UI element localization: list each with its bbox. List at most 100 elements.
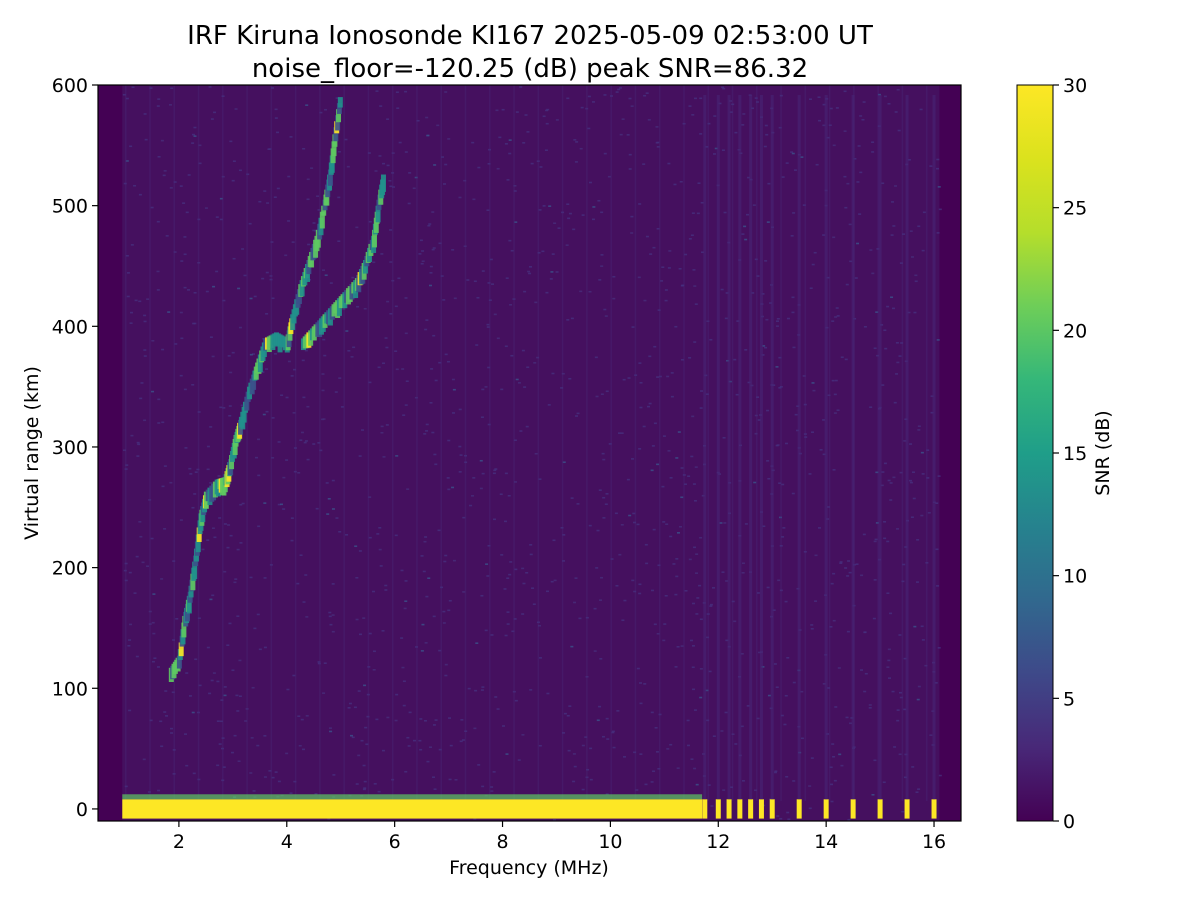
noise-pixel (265, 368, 269, 370)
noise-pixel (612, 275, 616, 278)
noise-pixel (458, 408, 462, 411)
noise-pixel (754, 432, 758, 435)
noise-pixel (769, 302, 773, 304)
noise-pixel (751, 107, 755, 110)
noise-pixel (631, 579, 635, 582)
noise-pixel (791, 152, 795, 155)
noise-pixel (695, 553, 699, 556)
channel-streak (124, 85, 127, 801)
noise-pixel (576, 412, 580, 415)
noise-pixel (686, 719, 690, 722)
noise-pixel (217, 475, 221, 477)
noise-pixel (652, 770, 656, 773)
noise-pixel (391, 778, 395, 781)
noise-pixel (832, 755, 836, 758)
noise-pixel (662, 435, 666, 437)
noise-pixel (596, 719, 600, 722)
x-tick-label: 10 (598, 831, 622, 853)
noise-pixel (423, 719, 427, 722)
trace-pixel (196, 527, 202, 542)
noise-pixel (782, 527, 786, 529)
noise-pixel (444, 554, 448, 557)
colorbar-tick-label: 20 (1063, 320, 1087, 342)
noise-pixel (754, 97, 758, 99)
noise-pixel (550, 580, 554, 583)
noise-pixel (151, 390, 155, 393)
noise-pixel (700, 201, 704, 204)
noise-pixel (169, 481, 173, 484)
noise-pixel (194, 471, 198, 473)
noise-pixel (880, 484, 884, 487)
noise-pixel (363, 780, 367, 783)
noise-pixel (368, 496, 372, 498)
noise-pixel (676, 767, 680, 769)
noise-pixel (829, 766, 833, 769)
noise-pixel (688, 558, 692, 561)
noise-pixel (844, 358, 848, 361)
noise-pixel (508, 139, 512, 141)
noise-pixel (160, 139, 164, 142)
noise-pixel (818, 119, 822, 122)
noise-pixel (628, 514, 632, 517)
noise-pixel (481, 270, 485, 272)
noise-pixel (284, 254, 288, 257)
noise-pixel (897, 129, 901, 132)
noise-pixel (830, 783, 834, 786)
noise-pixel (187, 289, 191, 291)
noise-pixel (843, 175, 847, 178)
noise-pixel (746, 705, 750, 707)
noise-pixel (372, 261, 376, 264)
noise-pixel (328, 727, 332, 729)
noise-pixel (514, 568, 518, 571)
noise-pixel (425, 423, 429, 426)
noise-pixel (143, 314, 147, 317)
noise-pixel (429, 401, 433, 404)
noise-pixel (212, 285, 216, 288)
noise-pixel (937, 186, 941, 188)
y-tick-label: 200 (52, 558, 88, 580)
noise-pixel (302, 396, 306, 399)
noise-pixel (545, 291, 549, 294)
noise-layer (122, 85, 942, 821)
noise-pixel (312, 222, 316, 224)
noise-pixel (148, 623, 152, 625)
noise-pixel (326, 513, 330, 515)
x-tick-label: 4 (281, 831, 293, 853)
noise-pixel (630, 458, 634, 460)
noise-pixel (431, 248, 435, 251)
noise-pixel (356, 305, 360, 308)
noise-pixel (687, 475, 691, 478)
channel-streak (513, 85, 515, 801)
channel-column (716, 95, 720, 800)
trace-pixel (337, 97, 343, 108)
noise-pixel (504, 345, 508, 348)
noise-pixel (675, 575, 679, 578)
channel-streak (756, 85, 758, 801)
noise-pixel (419, 718, 423, 720)
noise-pixel (791, 296, 795, 299)
noise-pixel (528, 266, 532, 268)
noise-pixel (883, 95, 887, 98)
noise-pixel (636, 523, 640, 526)
noise-pixel (692, 269, 696, 271)
trace-pixel (336, 103, 342, 114)
noise-pixel (414, 176, 418, 179)
noise-pixel (197, 778, 201, 781)
noise-pixel (438, 361, 442, 364)
noise-pixel (191, 383, 195, 386)
noise-pixel (617, 432, 621, 434)
noise-pixel (776, 320, 780, 322)
noise-pixel (784, 442, 788, 445)
noise-pixel (712, 735, 716, 738)
noise-pixel (560, 387, 564, 389)
noise-pixel (561, 211, 565, 214)
noise-pixel (404, 332, 408, 335)
noise-pixel (886, 666, 890, 668)
noise-pixel (277, 441, 281, 443)
noise-pixel (513, 190, 517, 192)
noise-pixel (490, 786, 494, 788)
noise-pixel (352, 346, 356, 349)
noise-pixel (753, 481, 757, 484)
noise-pixel (237, 760, 241, 763)
noise-pixel (209, 336, 213, 338)
